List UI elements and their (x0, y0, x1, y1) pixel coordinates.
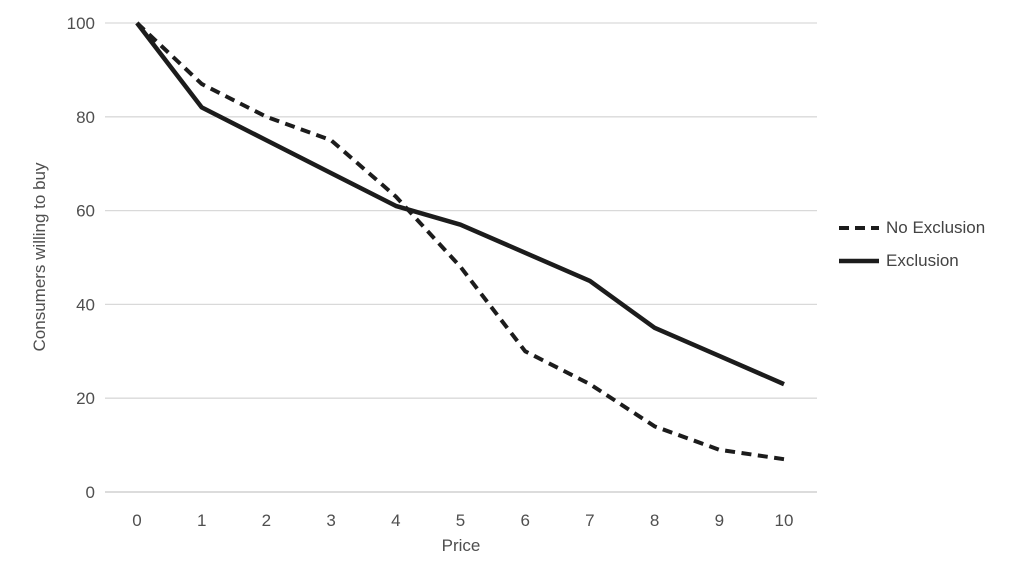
y-tick-label-40: 40 (76, 295, 95, 314)
legend-label-no-exclusion: No Exclusion (886, 217, 986, 237)
x-axis-tick-labels: 0 1 2 3 4 5 6 7 8 9 10 (132, 511, 793, 530)
x-tick-label-7: 7 (585, 511, 594, 530)
gridlines-group (105, 22, 817, 493)
x-tick-label-0: 0 (132, 511, 141, 530)
series-line-no-exclusion (135, 21, 785, 462)
x-axis-title: Price (441, 536, 481, 555)
chart-legend: No Exclusion Exclusion (838, 213, 985, 275)
x-tick-label-6: 6 (520, 511, 529, 530)
series-lines-group (135, 21, 785, 462)
x-tick-label-3: 3 (326, 511, 335, 530)
legend-label-exclusion: Exclusion (886, 250, 959, 270)
legend-item-exclusion: Exclusion (838, 246, 985, 275)
x-tick-label-4: 4 (391, 511, 400, 530)
x-tick-label-10: 10 (775, 511, 794, 530)
legend-dashed-line-sample (839, 225, 879, 230)
legend-item-no-exclusion: No Exclusion (838, 213, 985, 242)
series-line-exclusion (135, 21, 785, 387)
x-tick-label-2: 2 (262, 511, 271, 530)
legend-solid-line-sample (839, 258, 879, 263)
y-axis-tick-labels: 0 20 40 60 80 100 (67, 14, 95, 502)
y-tick-label-0: 0 (86, 483, 95, 502)
x-tick-label-8: 8 (650, 511, 659, 530)
y-tick-label-80: 80 (76, 108, 95, 127)
x-tick-label-9: 9 (715, 511, 724, 530)
y-tick-label-20: 20 (76, 389, 95, 408)
y-tick-label-60: 60 (76, 202, 95, 221)
x-tick-label-1: 1 (197, 511, 206, 530)
x-tick-label-5: 5 (456, 511, 465, 530)
y-tick-label-100: 100 (67, 14, 95, 33)
y-axis-title: Consumers willing to buy (30, 162, 49, 352)
